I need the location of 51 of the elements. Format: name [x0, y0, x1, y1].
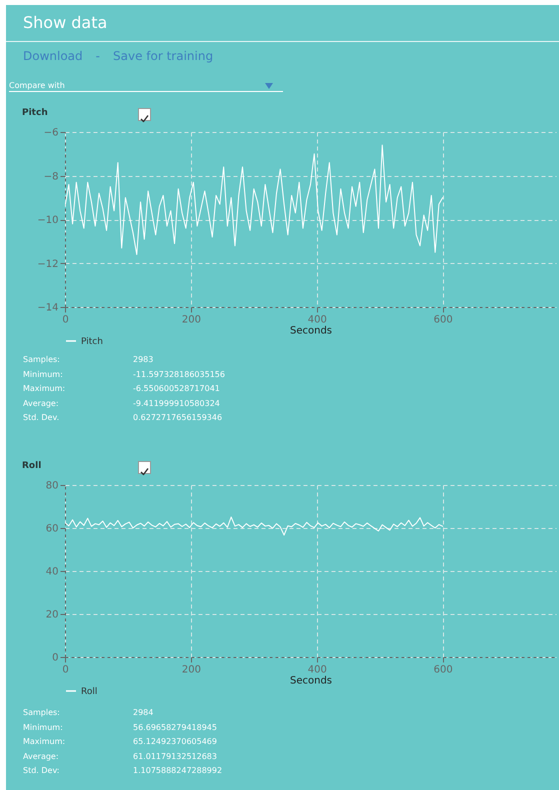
x-tick-label: 400	[308, 314, 327, 326]
chart-title: Roll	[22, 461, 42, 471]
text: 2983	[133, 355, 154, 364]
text: 0.6272717656159346	[133, 413, 222, 422]
x-tick-label: 200	[182, 664, 201, 676]
text: -	[96, 49, 100, 63]
text: Samples:	[23, 355, 60, 364]
text: -6.550600528717041	[133, 384, 220, 394]
text: Maximum:	[23, 384, 66, 394]
x-axis-title: Seconds	[290, 326, 332, 336]
text: 56.69658279418945	[133, 722, 217, 732]
text: Minimum:	[23, 370, 63, 379]
line-series	[65, 516, 444, 536]
y-tick-label: −12	[37, 258, 58, 270]
text: Average:	[23, 752, 59, 761]
text: 65.12492370605469	[133, 737, 217, 746]
legend-label: Pitch	[81, 337, 103, 347]
text: Minimum:	[23, 722, 63, 732]
text: 61.01179132512683	[133, 752, 217, 761]
text: 2984	[133, 708, 154, 717]
text: Average:	[23, 398, 59, 408]
x-tick-label: 400	[308, 664, 327, 676]
text: -9.411999910580324	[133, 398, 220, 408]
chart-title: Pitch	[22, 108, 48, 118]
y-tick-label: −8	[44, 171, 58, 182]
legend-label: Roll	[81, 687, 98, 697]
text: Show data	[23, 13, 108, 32]
x-tick-label: 600	[434, 664, 453, 676]
text: Samples:	[23, 708, 60, 717]
text: -11.597328186035156	[133, 370, 225, 379]
y-tick-label: −6	[44, 128, 58, 138]
x-axis-title: Seconds	[290, 676, 332, 686]
y-tick-label: 80	[46, 480, 58, 492]
y-tick-label: 0	[52, 652, 58, 664]
text: Maximum:	[23, 737, 66, 746]
y-tick-label: −10	[37, 215, 58, 226]
text: Compare with	[9, 81, 65, 90]
y-tick-label: −14	[37, 302, 58, 314]
text: 1.1075888247288992	[133, 766, 222, 776]
line-series	[65, 144, 444, 255]
y-tick-label: 60	[46, 524, 58, 534]
text: Std. Dev.	[23, 413, 60, 422]
x-tick-label: 0	[62, 314, 69, 326]
x-tick-label: 600	[434, 314, 453, 326]
y-tick-label: 40	[46, 566, 58, 578]
x-tick-label: 200	[182, 314, 201, 326]
text: Download	[23, 49, 83, 63]
text: Save for training	[113, 49, 214, 63]
text: Std. Dev:	[23, 766, 60, 776]
x-tick-label: 0	[62, 664, 69, 676]
y-tick-label: 20	[46, 610, 58, 620]
